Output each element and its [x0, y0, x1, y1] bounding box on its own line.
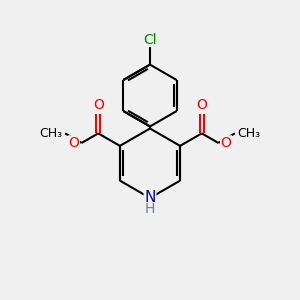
- Text: O: O: [196, 98, 207, 112]
- Text: H: H: [145, 202, 155, 216]
- Text: Cl: Cl: [143, 33, 157, 47]
- Text: CH₃: CH₃: [40, 127, 63, 140]
- Text: CH₃: CH₃: [237, 127, 260, 140]
- Text: O: O: [221, 136, 232, 150]
- Text: O: O: [93, 98, 104, 112]
- Text: O: O: [68, 136, 79, 150]
- Text: N: N: [144, 190, 156, 206]
